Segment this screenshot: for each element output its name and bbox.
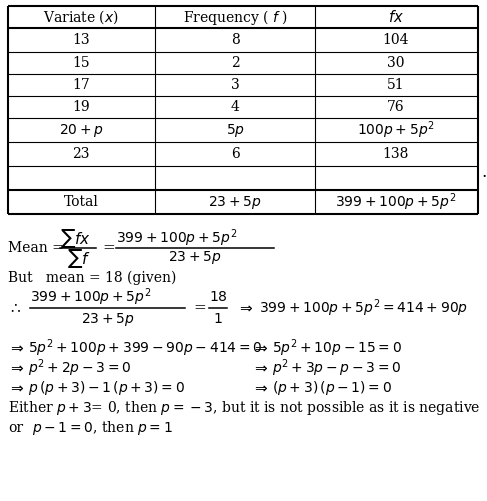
Text: 30: 30 [387, 56, 405, 70]
Text: $20 + p$: $20 + p$ [58, 122, 103, 138]
Text: $18$: $18$ [208, 290, 227, 304]
Text: $\sum f$: $\sum f$ [67, 246, 91, 270]
Text: $\Rightarrow$: $\Rightarrow$ [252, 381, 269, 395]
Text: 23: 23 [72, 147, 90, 161]
Text: Either $p + 3$= 0, then $p = -3$, but it is not possible as it is negative: Either $p + 3$= 0, then $p = -3$, but it… [8, 399, 481, 417]
Text: $\therefore$: $\therefore$ [8, 301, 22, 315]
Text: $399 + 100p + 5p^2$: $399 + 100p + 5p^2$ [336, 191, 457, 213]
Text: $399 + 100p + 5p^2$: $399 + 100p + 5p^2$ [116, 227, 237, 249]
Text: $(p + 3)\,(p - 1) = 0$: $(p + 3)\,(p - 1) = 0$ [272, 379, 392, 397]
Text: 15: 15 [72, 56, 90, 70]
Text: Total: Total [64, 195, 98, 209]
Text: $23 + 5p$: $23 + 5p$ [81, 311, 134, 328]
Text: 138: 138 [383, 147, 409, 161]
Text: 13: 13 [72, 33, 90, 47]
Text: 104: 104 [383, 33, 409, 47]
Text: $5p^2 + 10p - 15 = 0$: $5p^2 + 10p - 15 = 0$ [272, 337, 402, 359]
Text: Variate ($x$): Variate ($x$) [43, 8, 119, 26]
Text: 2: 2 [231, 56, 240, 70]
Text: 17: 17 [72, 78, 90, 92]
Text: $p - 1 = 0$, then $p = 1$: $p - 1 = 0$, then $p = 1$ [32, 419, 173, 437]
Text: Frequency ( $f$ ): Frequency ( $f$ ) [183, 8, 287, 27]
Text: $\Rightarrow$: $\Rightarrow$ [8, 381, 25, 395]
Text: But   mean = 18 (given): But mean = 18 (given) [8, 271, 176, 285]
Text: 19: 19 [72, 100, 90, 114]
Text: =: = [193, 301, 206, 315]
Text: $\sum fx$: $\sum fx$ [60, 226, 91, 249]
Text: $\Rightarrow$: $\Rightarrow$ [252, 361, 269, 375]
Text: 3: 3 [231, 78, 240, 92]
Text: $23 + 5p$: $23 + 5p$ [208, 193, 262, 210]
Text: Mean =: Mean = [8, 241, 68, 255]
Text: or: or [8, 421, 23, 435]
Text: $5p$: $5p$ [225, 122, 244, 138]
Text: $\Rightarrow$: $\Rightarrow$ [237, 301, 254, 315]
Text: $5p^2 + 100p + 399 - 90p - 414 = 0$: $5p^2 + 100p + 399 - 90p - 414 = 0$ [28, 337, 262, 359]
Text: 51: 51 [387, 78, 405, 92]
Text: $p\,(p + 3) - 1\,(p + 3) = 0$: $p\,(p + 3) - 1\,(p + 3) = 0$ [28, 379, 185, 397]
Text: $p^2 + 3p - p - 3 = 0$: $p^2 + 3p - p - 3 = 0$ [272, 357, 401, 379]
Text: $\Rightarrow$: $\Rightarrow$ [252, 341, 269, 355]
Text: $1$: $1$ [213, 312, 223, 326]
Text: $p^2 + 2p - 3 = 0$: $p^2 + 2p - 3 = 0$ [28, 357, 131, 379]
Text: 4: 4 [230, 100, 240, 114]
Text: $100p + 5p^2$: $100p + 5p^2$ [357, 119, 435, 141]
Text: .: . [481, 163, 486, 180]
Text: $\Rightarrow$: $\Rightarrow$ [8, 361, 25, 375]
Text: $23 + 5p$: $23 + 5p$ [168, 249, 222, 267]
Text: =: = [102, 241, 115, 255]
Text: $\Rightarrow$: $\Rightarrow$ [8, 341, 25, 355]
Text: 76: 76 [387, 100, 405, 114]
Text: 8: 8 [231, 33, 240, 47]
Text: $399 + 100p + 5p^2 = 414 + 90p$: $399 + 100p + 5p^2 = 414 + 90p$ [259, 297, 468, 319]
Text: $399 + 100p + 5p^2$: $399 + 100p + 5p^2$ [30, 286, 151, 308]
Text: 6: 6 [231, 147, 240, 161]
Text: $fx$: $fx$ [388, 9, 404, 25]
